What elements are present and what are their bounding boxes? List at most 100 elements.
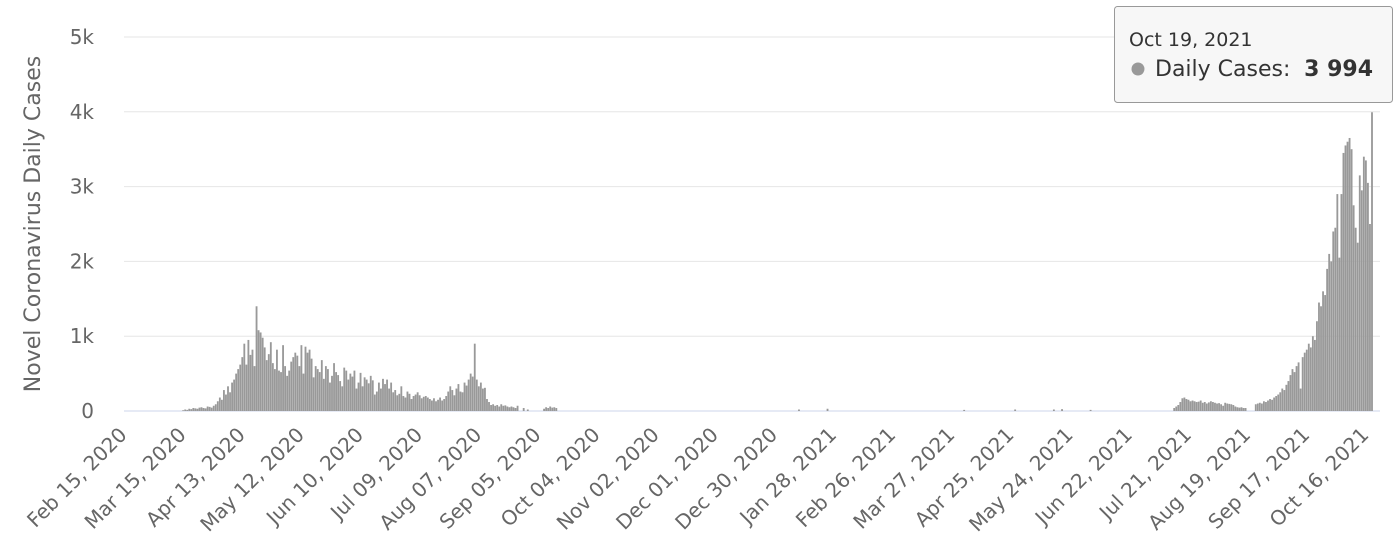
bar — [463, 382, 466, 411]
bar — [188, 408, 191, 411]
bar — [1240, 407, 1243, 411]
bar — [259, 332, 262, 411]
bar — [1199, 400, 1202, 411]
bar — [231, 382, 233, 411]
bar — [410, 399, 413, 411]
bar — [322, 378, 325, 411]
bar — [320, 360, 323, 411]
bar — [1234, 406, 1237, 411]
bar — [225, 394, 227, 411]
bar — [1205, 403, 1208, 411]
bar — [473, 343, 476, 411]
bar — [1358, 175, 1361, 411]
y-tick-label: 4k — [70, 100, 95, 124]
bar — [1346, 141, 1349, 411]
bar — [1175, 406, 1178, 411]
bar — [363, 377, 366, 411]
bar — [496, 405, 499, 411]
bar — [1185, 399, 1188, 411]
bar — [1195, 402, 1198, 411]
bar — [1348, 137, 1351, 412]
bar — [514, 408, 517, 411]
bar — [182, 410, 185, 411]
bar — [1328, 253, 1331, 411]
bar — [1212, 402, 1214, 411]
bar — [198, 407, 201, 411]
bar — [210, 407, 213, 411]
bar — [1283, 390, 1286, 411]
bar — [1364, 160, 1367, 411]
bar — [428, 399, 431, 411]
x-tick-label: Dec 30, 2020 — [670, 423, 782, 535]
bar — [455, 388, 458, 411]
bar — [1189, 401, 1192, 411]
y-tick-label: 3k — [70, 175, 95, 199]
bar — [1183, 397, 1186, 411]
bar — [286, 375, 289, 411]
bar — [306, 352, 309, 411]
x-tick-label: May 12, 2020 — [195, 423, 309, 537]
bar — [227, 386, 229, 411]
bar — [302, 373, 305, 411]
y-tick-label: 0 — [81, 399, 94, 423]
bar — [1320, 306, 1322, 411]
bar — [439, 397, 441, 411]
bar — [1269, 399, 1271, 411]
bar — [206, 406, 209, 411]
bar — [1322, 291, 1324, 411]
bar — [1236, 407, 1239, 411]
bar — [1193, 401, 1196, 411]
bar — [329, 382, 331, 411]
bar — [200, 407, 203, 411]
x-tick-label: Mar 15, 2020 — [80, 423, 191, 534]
bar — [355, 388, 358, 411]
bar — [1344, 145, 1347, 411]
x-tick-label: Sep 17, 2021 — [1203, 423, 1314, 534]
bar — [1254, 404, 1257, 411]
bar — [312, 377, 315, 411]
bar — [1232, 405, 1235, 411]
x-tick-label: Sep 05, 2020 — [434, 423, 545, 534]
bar — [486, 399, 488, 411]
bar — [184, 409, 187, 411]
bar — [341, 386, 344, 411]
bar — [343, 367, 346, 411]
bar — [255, 306, 258, 411]
bar — [1369, 224, 1371, 411]
bar — [1273, 397, 1276, 411]
bar — [1187, 399, 1190, 411]
bar — [1207, 402, 1210, 411]
y-tick-label: 1k — [70, 324, 95, 348]
bar — [1285, 384, 1288, 411]
bar — [257, 330, 260, 411]
bar — [327, 369, 329, 411]
bar — [404, 397, 407, 411]
tooltip-value: 3 994 — [1304, 57, 1373, 82]
bar — [398, 393, 401, 411]
bar — [377, 382, 380, 411]
bar — [1061, 409, 1063, 411]
bar — [481, 388, 484, 411]
bar — [351, 376, 354, 411]
bar — [400, 386, 403, 411]
bar — [447, 391, 450, 411]
bar — [345, 370, 348, 411]
bar — [1275, 396, 1278, 411]
bar — [426, 397, 429, 411]
bar — [373, 394, 376, 411]
bar — [459, 391, 462, 411]
bar — [241, 357, 244, 411]
bar — [826, 408, 829, 411]
bar — [1313, 339, 1316, 411]
bar — [504, 405, 507, 411]
bar — [1201, 402, 1204, 411]
bar — [492, 404, 495, 411]
x-tick-label: Mar 27, 2021 — [848, 423, 959, 534]
bar — [365, 379, 368, 411]
bar — [218, 397, 221, 411]
bar — [335, 372, 337, 411]
bar — [394, 390, 397, 411]
bar — [371, 380, 374, 411]
bar — [278, 370, 280, 411]
bar — [235, 373, 238, 411]
